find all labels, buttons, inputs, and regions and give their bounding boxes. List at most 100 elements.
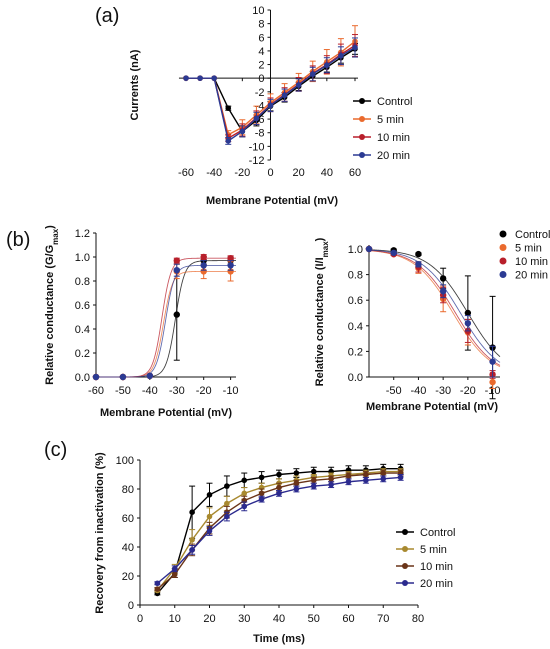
y-tick-label: 0.2 [75, 348, 90, 360]
x-tick-label: -40 [206, 167, 222, 179]
data-point-10-min [328, 476, 334, 482]
data-point-20-min [224, 513, 230, 520]
data-point-20-min [225, 138, 232, 144]
legend-marker-control [499, 230, 507, 238]
data-point-20-min [173, 267, 180, 274]
y-tick-label: -8 [255, 128, 265, 140]
data-point-10-min [363, 471, 369, 478]
y-tick-label: 0.4 [75, 324, 90, 336]
data-point-20-min [390, 249, 397, 257]
chart-a-iv-curve: -60 -40 -20 0 20 40 601086420-2-4-6-8-10-12Mem… [129, 5, 412, 207]
legend-label-20-min: 20 min [515, 270, 548, 282]
y-tick-label: 20 [122, 571, 134, 583]
x-tick-label: 30 [238, 613, 250, 625]
legend-label-10-min: 10 min [515, 256, 548, 268]
y-tick-label: 4 [258, 46, 264, 58]
fit-curve-5-min [95, 270, 236, 378]
x-axis-label: Membrane Potential (mV) [206, 195, 338, 207]
data-point-20-min [200, 262, 207, 269]
data-point-5-min [241, 490, 248, 497]
chart-b-inactivation: -50 -40 -30 -20 -100.00.20.40.60.81.0Membran… [314, 229, 550, 413]
data-point-control [189, 509, 195, 515]
chart-b-activation: -60 -50 -40 -30 -20 -10 0.0 0.2 0.4 0.6 0.8 1.0 1.2 M… [44, 225, 239, 419]
data-point-20-min [439, 288, 447, 295]
y-tick-label: 40 [122, 542, 134, 554]
data-point-control [241, 477, 248, 484]
x-tick-label: -10 [223, 385, 239, 397]
legend-marker-20-min [359, 152, 365, 158]
data-point-20-min [415, 261, 422, 268]
y-axis-label: Recovery from inactivation (%) [94, 452, 106, 614]
y-tick-label: 0.6 [75, 300, 90, 312]
y-tick-label: -2 [255, 87, 265, 99]
data-point-control [464, 309, 472, 317]
y-tick-label: -4 [255, 100, 265, 112]
legend-label-control: Control [420, 527, 455, 539]
data-point-20-min [365, 245, 373, 253]
y-tick-label: 100 [116, 455, 134, 467]
x-tick-label: -30 [435, 385, 451, 397]
data-point-20-min [397, 474, 404, 481]
x-tick-label: 60 [342, 613, 354, 625]
y-axis-label-sub: max [321, 241, 330, 258]
y-tick-label: 6 [258, 32, 264, 44]
y-axis-label-end: ) [314, 237, 326, 241]
y-axis-label-sub: max [51, 228, 60, 245]
data-point-20-min [464, 320, 472, 327]
data-point-control [310, 468, 317, 475]
x-tick-label: -20 [196, 385, 212, 397]
y-tick-label: 0.0 [348, 372, 363, 384]
x-tick-label: 70 [377, 613, 389, 625]
legend-marker-10-min [359, 134, 365, 140]
data-point-control [276, 471, 282, 478]
y-tick-label: 0.4 [348, 321, 363, 333]
y-tick-label: 0.2 [348, 346, 363, 358]
data-point-20-min [183, 75, 189, 81]
legend-label-10-min: 10 min [420, 561, 453, 573]
data-point-control [206, 492, 213, 498]
legend-label-20-min: 20 min [377, 150, 410, 162]
data-point-20-min [352, 44, 358, 51]
legend-marker-5-min [359, 116, 365, 122]
y-tick-label: 0.8 [348, 270, 363, 282]
y-tick-label: 1.0 [75, 252, 90, 264]
y-tick-label: 1.0 [348, 244, 363, 256]
data-point-20-min [328, 481, 334, 488]
x-axis-label: Time (ms) [253, 633, 305, 645]
x-tick-label: 50 [308, 613, 320, 625]
legend-marker-control [359, 98, 365, 104]
data-point-control [224, 483, 230, 489]
data-point-20-min [338, 52, 344, 59]
data-point-10-min [293, 480, 300, 487]
x-tick-label: 0 [137, 613, 143, 625]
data-point-5-min [489, 378, 496, 386]
data-point-20-min [146, 372, 154, 379]
data-point-20-min [380, 476, 387, 482]
x-tick-label: 40 [273, 613, 285, 625]
x-tick-label: 20 [293, 167, 305, 179]
data-point-20-min [310, 483, 317, 489]
fit-curve-20-min [96, 264, 236, 378]
x-axis-label: Membrane Potential (mV) [366, 401, 498, 413]
y-tick-label: 80 [122, 484, 134, 496]
y-axis-label: Currents (nA) [129, 49, 141, 120]
legend-label-10-min: 10 min [377, 132, 410, 144]
x-tick-label: -20 [234, 167, 250, 179]
data-point-20-min [189, 547, 195, 553]
data-point-10-min [200, 253, 207, 261]
data-point-20-min [309, 71, 316, 77]
data-point-control [415, 250, 422, 258]
data-point-20-min [281, 92, 288, 99]
data-point-10-min [154, 586, 161, 592]
x-tick-label: -40 [410, 385, 426, 397]
data-point-10-min [345, 473, 352, 479]
y-tick-label: 8 [258, 19, 264, 31]
data-point-10-min [173, 257, 180, 264]
data-point-20-min [489, 358, 496, 365]
x-tick-label: 40 [321, 167, 333, 179]
x-tick-label: -20 [460, 385, 476, 397]
data-point-20-min [206, 528, 213, 534]
x-tick-label: -50 [115, 385, 131, 397]
legend-marker-5-min [402, 546, 408, 552]
x-axis-label: Membrane Potential (mV) [100, 407, 232, 419]
